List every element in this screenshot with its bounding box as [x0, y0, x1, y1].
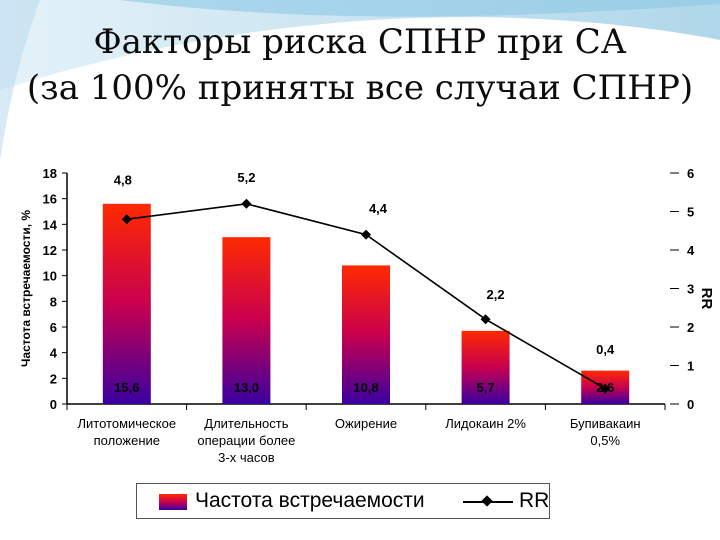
y-tick-label-left: 14: [43, 217, 58, 232]
rr-point: [480, 314, 491, 325]
top-swoosh-accent: [120, 0, 720, 17]
y-tick-label-right: 1: [687, 359, 694, 374]
bar-value-label: 10,8: [353, 380, 378, 395]
y-tick-label-right: 2: [687, 320, 694, 335]
rr-point: [241, 198, 252, 209]
x-category-label: 0,5%: [590, 433, 620, 448]
x-category-label: Литотомическое: [78, 416, 177, 431]
y-tick-label-right: 5: [687, 205, 694, 220]
bar: [342, 265, 390, 404]
y-tick-label-right: 3: [687, 282, 694, 297]
y-tick-label-right: 4: [687, 243, 695, 258]
rr-value-label: 4,4: [369, 201, 388, 216]
y-tick-label-left: 4: [50, 346, 58, 361]
y-tick-label-left: 16: [43, 192, 57, 207]
legend-marker-diamond: [481, 495, 493, 507]
y-tick-label-left: 6: [50, 320, 57, 335]
slide-title-line-1: Факторы риска СПНР при СА: [93, 22, 627, 62]
rr-value-label: 5,2: [237, 170, 255, 185]
bar-value-label: 5,7: [477, 380, 495, 395]
y-tick-label-right: 0: [687, 397, 694, 412]
slide-title-line-2: (за 100% приняты все случаи СПНР): [26, 68, 694, 108]
rr-value-label: 0,4: [596, 342, 615, 357]
x-category-label: положение: [94, 433, 160, 448]
y-tick-label-left: 2: [50, 371, 57, 386]
bar: [222, 237, 271, 404]
bar-value-label: 13,0: [234, 380, 259, 395]
bar-value-label: 15,6: [114, 380, 139, 395]
x-category-label: Ожирение: [335, 416, 397, 431]
rr-point: [600, 383, 611, 394]
rr-point: [361, 229, 371, 240]
rr-value-label: 4,8: [114, 173, 132, 188]
y-tick-label-left: 8: [50, 294, 57, 309]
y-tick-label-left: 0: [50, 397, 57, 412]
y-axis-title-right: RR: [698, 288, 715, 310]
legend-label-line: RR: [519, 489, 550, 512]
rr-value-label: 2,2: [487, 287, 505, 302]
rr-point: [121, 214, 132, 225]
chart-legend: Частота встречаемости RR: [136, 483, 550, 519]
bar: [102, 203, 151, 404]
legend-swatch-bars: [159, 494, 187, 510]
y-axis-title-left: Частота встречаемости, %: [19, 210, 33, 367]
top-swoosh: [0, 0, 720, 90]
x-category-label: 3-х часов: [218, 450, 275, 465]
x-category-label: Лидокаин 2%: [445, 416, 526, 431]
y-tick-label-right: 6: [687, 166, 694, 181]
x-category-label: Бупивакаин: [570, 416, 641, 431]
y-tick-label-left: 12: [43, 243, 57, 258]
bar: [461, 330, 510, 404]
y-tick-label-left: 18: [43, 166, 57, 181]
y-tick-label-left: 10: [43, 269, 57, 284]
left-swoosh: [0, 0, 40, 160]
x-category-label: Длительность: [204, 416, 288, 431]
legend-label-bars: Частота встречаемости: [195, 489, 425, 512]
x-category-label: операции более: [197, 433, 295, 448]
